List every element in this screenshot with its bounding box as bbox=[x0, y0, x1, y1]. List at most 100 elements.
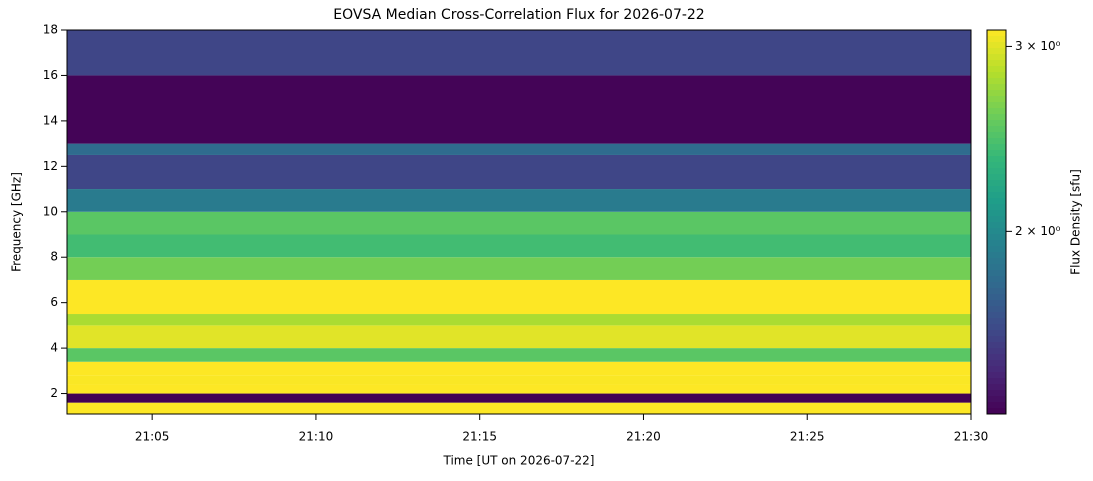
y-tick-label: 8 bbox=[50, 250, 58, 264]
colorbar-segment bbox=[987, 288, 1006, 295]
heatmap-cell bbox=[67, 384, 971, 394]
colorbar-segment bbox=[987, 360, 1006, 367]
colorbar-segment bbox=[987, 234, 1006, 241]
colorbar-segment bbox=[987, 54, 1006, 61]
colorbar-segment bbox=[987, 132, 1006, 139]
y-tick-label: 16 bbox=[43, 68, 58, 82]
colorbar-segment bbox=[987, 108, 1006, 115]
colorbar-segment bbox=[987, 294, 1006, 301]
heatmap-cell bbox=[67, 154, 971, 190]
colorbar-segment bbox=[987, 192, 1006, 199]
colorbar-segment bbox=[987, 336, 1006, 343]
colorbar-segment bbox=[987, 90, 1006, 97]
colorbar-segment bbox=[987, 60, 1006, 67]
heatmap-cell bbox=[67, 257, 971, 280]
y-tick-label: 6 bbox=[50, 295, 58, 309]
x-tick-label: 21:25 bbox=[790, 430, 825, 444]
heatmap-cell bbox=[67, 279, 971, 315]
colorbar-tick-label: 2 × 10⁰ bbox=[1015, 224, 1061, 238]
y-tick-label: 12 bbox=[43, 159, 58, 173]
colorbar-segment bbox=[987, 156, 1006, 163]
colorbar-segment bbox=[987, 84, 1006, 91]
heatmap-cell bbox=[67, 234, 971, 258]
colorbar-segment bbox=[987, 222, 1006, 229]
colorbar-segment bbox=[987, 114, 1006, 121]
x-tick-label: 21:15 bbox=[462, 430, 497, 444]
x-tick-label: 21:10 bbox=[299, 430, 334, 444]
colorbar-segment bbox=[987, 120, 1006, 127]
x-tick-label: 21:05 bbox=[135, 430, 170, 444]
colorbar-segment bbox=[987, 78, 1006, 85]
chart-title: EOVSA Median Cross-Correlation Flux for … bbox=[333, 7, 704, 23]
colorbar-segment bbox=[987, 264, 1006, 271]
colorbar-segment bbox=[987, 36, 1006, 43]
colorbar-segment bbox=[987, 186, 1006, 193]
colorbar-segment bbox=[987, 228, 1006, 235]
heatmap-cell bbox=[67, 361, 971, 376]
colorbar-segment bbox=[987, 384, 1006, 391]
colorbar-segment bbox=[987, 30, 1006, 37]
colorbar-segment bbox=[987, 282, 1006, 289]
heatmap-cell bbox=[67, 375, 971, 385]
colorbar-segment bbox=[987, 162, 1006, 169]
colorbar-segment bbox=[987, 312, 1006, 319]
colorbar-segment bbox=[987, 324, 1006, 331]
colorbar-segment bbox=[987, 396, 1006, 403]
colorbar-segment bbox=[987, 342, 1006, 349]
colorbar-frame bbox=[986, 29, 1007, 415]
heatmap-cell bbox=[67, 30, 971, 76]
colorbar-label: Flux Density [sfu] bbox=[1069, 169, 1083, 275]
heatmap-cell bbox=[67, 393, 971, 403]
colorbar-segment bbox=[987, 138, 1006, 145]
colorbar-segment bbox=[987, 246, 1006, 253]
colorbar-segment bbox=[987, 216, 1006, 223]
y-tick-label: 18 bbox=[43, 23, 58, 37]
heatmap-cell bbox=[67, 211, 971, 235]
colorbar-segment bbox=[987, 168, 1006, 175]
colorbar-tick-label: 3 × 10⁰ bbox=[1015, 39, 1061, 53]
colorbar-segment bbox=[987, 354, 1006, 361]
colorbar-segment bbox=[987, 102, 1006, 109]
y-tick-label: 14 bbox=[43, 113, 58, 127]
heatmap-cell bbox=[67, 75, 971, 144]
x-tick-label: 21:30 bbox=[954, 430, 989, 444]
heatmap-cell bbox=[67, 189, 971, 212]
colorbar-segment bbox=[987, 126, 1006, 133]
colorbar-segment bbox=[987, 258, 1006, 265]
colorbar-segment bbox=[987, 144, 1006, 151]
heatmap-cell bbox=[67, 402, 971, 414]
colorbar-segment bbox=[987, 96, 1006, 103]
colorbar-segment bbox=[987, 378, 1006, 385]
y-axis-label: Frequency [GHz] bbox=[10, 172, 24, 272]
colorbar-segment bbox=[987, 270, 1006, 277]
colorbar-segment bbox=[987, 48, 1006, 55]
colorbar-segment bbox=[987, 366, 1006, 373]
colorbar-segment bbox=[987, 174, 1006, 181]
colorbar-segment bbox=[987, 276, 1006, 283]
x-tick-label: 21:20 bbox=[626, 430, 661, 444]
colorbar-segment bbox=[987, 300, 1006, 307]
colorbar-segment bbox=[987, 42, 1006, 49]
y-tick-label: 4 bbox=[50, 341, 58, 355]
colorbar-segment bbox=[987, 150, 1006, 157]
colorbar-segment bbox=[987, 390, 1006, 397]
y-tick-label: 2 bbox=[50, 386, 58, 400]
colorbar-segment bbox=[987, 198, 1006, 205]
colorbar-segment bbox=[987, 72, 1006, 79]
plot-frame bbox=[66, 29, 972, 415]
colorbar-segment bbox=[987, 306, 1006, 313]
heatmap-cell bbox=[67, 143, 971, 155]
colorbar-segment bbox=[987, 402, 1006, 409]
colorbar-segment bbox=[987, 348, 1006, 355]
colorbar-segment bbox=[987, 408, 1006, 415]
colorbar-segment bbox=[987, 180, 1006, 187]
heatmap-cell bbox=[67, 314, 971, 326]
colorbar-segment bbox=[987, 204, 1006, 211]
x-axis-label: Time [UT on 2026-07-22] bbox=[443, 454, 595, 468]
colorbar-segment bbox=[987, 372, 1006, 379]
colorbar-segment bbox=[987, 318, 1006, 325]
colorbar-segment bbox=[987, 210, 1006, 217]
colorbar-segment bbox=[987, 66, 1006, 73]
colorbar-segment bbox=[987, 252, 1006, 259]
